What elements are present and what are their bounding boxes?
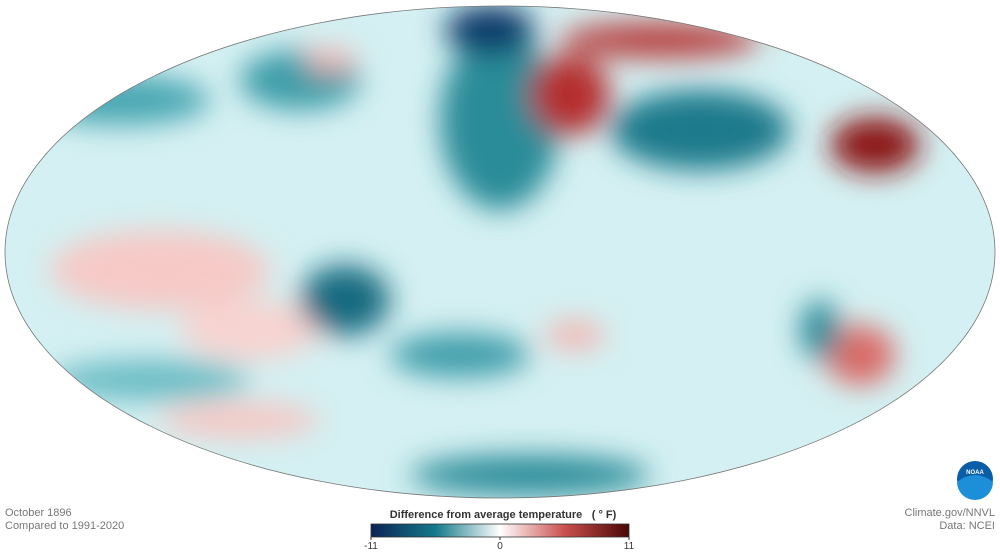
legend-title: Difference from average temperature	[390, 509, 583, 521]
color-scale	[370, 523, 630, 538]
footer-left: October 1896 Compared to 1991-2020	[5, 507, 124, 533]
globe-outline	[4, 5, 996, 499]
legend-unit: ( ° F)	[592, 509, 617, 521]
credit: Climate.gov/NNVL	[904, 507, 995, 519]
credit: Data: NCEI	[939, 520, 995, 532]
baseline: Compared to 1991-2020	[5, 520, 125, 532]
footer-right: Climate.gov/NNVL Data: NCEI	[905, 507, 995, 533]
tick-label: 0	[497, 541, 503, 552]
logo-text: NOAA	[966, 470, 984, 476]
noaa-logo: NOAA	[957, 461, 993, 500]
tick-label: -11	[364, 541, 378, 552]
legend: Difference from average temperature ( ° …	[364, 509, 634, 552]
date: October 1896	[5, 507, 72, 519]
tick-label: 11	[624, 541, 635, 552]
